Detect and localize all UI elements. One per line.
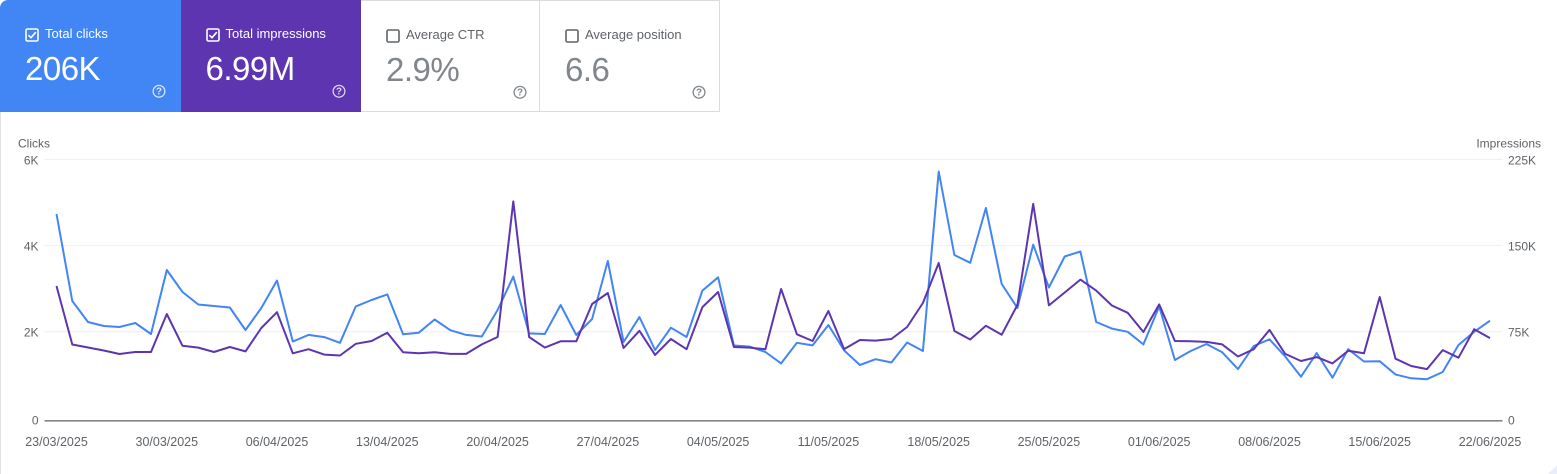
svg-text:Clicks: Clicks <box>18 137 50 151</box>
svg-text:27/04/2025: 27/04/2025 <box>577 435 640 449</box>
svg-text:?: ? <box>517 88 523 99</box>
svg-text:Impressions: Impressions <box>1476 137 1541 151</box>
svg-text:0: 0 <box>32 414 39 428</box>
svg-text:30/03/2025: 30/03/2025 <box>136 435 199 449</box>
svg-text:06/04/2025: 06/04/2025 <box>246 435 309 449</box>
svg-text:23/03/2025: 23/03/2025 <box>25 435 88 449</box>
svg-text:04/05/2025: 04/05/2025 <box>687 435 750 449</box>
svg-text:0: 0 <box>1508 414 1515 428</box>
svg-text:75K: 75K <box>1508 326 1529 340</box>
svg-text:13/04/2025: 13/04/2025 <box>356 435 419 449</box>
svg-text:2K: 2K <box>24 326 39 340</box>
svg-text:4K: 4K <box>24 240 39 254</box>
svg-text:25/05/2025: 25/05/2025 <box>1018 435 1081 449</box>
svg-text:225K: 225K <box>1508 154 1536 168</box>
svg-text:20/04/2025: 20/04/2025 <box>466 435 529 449</box>
svg-text:01/06/2025: 01/06/2025 <box>1128 435 1191 449</box>
svg-text:?: ? <box>336 87 342 98</box>
svg-text:?: ? <box>156 87 162 98</box>
svg-text:11/05/2025: 11/05/2025 <box>798 435 860 449</box>
svg-text:18/05/2025: 18/05/2025 <box>907 435 970 449</box>
svg-text:?: ? <box>696 88 702 99</box>
svg-text:6K: 6K <box>24 154 39 168</box>
svg-text:08/06/2025: 08/06/2025 <box>1238 435 1301 449</box>
svg-text:150K: 150K <box>1508 240 1536 254</box>
svg-text:22/06/2025: 22/06/2025 <box>1459 435 1522 449</box>
svg-text:15/06/2025: 15/06/2025 <box>1348 435 1411 449</box>
